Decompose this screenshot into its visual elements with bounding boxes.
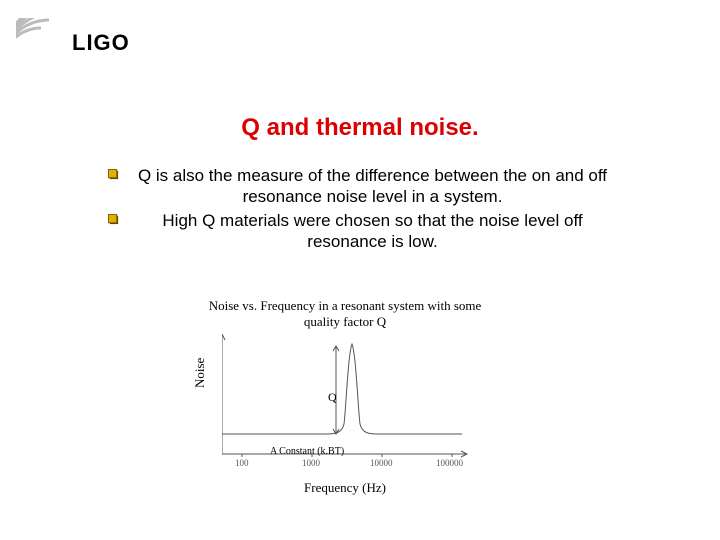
logo-arcs-icon xyxy=(16,18,76,68)
slide-title: Q and thermal noise. xyxy=(0,114,720,142)
x-tick: 100000 xyxy=(436,458,463,468)
bullet-text: Q is also the measure of the difference … xyxy=(127,165,618,208)
chart-ylabel: Noise xyxy=(192,358,208,388)
list-item: Q is also the measure of the difference … xyxy=(108,165,618,208)
logo-text: LIGO xyxy=(72,30,130,56)
x-tick: 1000 xyxy=(302,458,320,468)
bullet-list: Q is also the measure of the difference … xyxy=(108,165,618,254)
chart-xlabel: Frequency (Hz) xyxy=(200,480,490,496)
chart-plot xyxy=(222,334,482,474)
q-label: Q xyxy=(328,390,337,405)
logo: LIGO xyxy=(16,18,130,68)
bullet-icon xyxy=(108,214,119,225)
list-item: High Q materials were chosen so that the… xyxy=(108,210,618,253)
x-tick: 100 xyxy=(235,458,249,468)
chart-title: Noise vs. Frequency in a resonant system… xyxy=(200,298,490,329)
x-tick: 10000 xyxy=(370,458,393,468)
bullet-text: High Q materials were chosen so that the… xyxy=(127,210,618,253)
bullet-icon xyxy=(108,169,119,180)
a-label: A Constant (k.BT) xyxy=(270,446,344,457)
resonance-curve xyxy=(222,344,462,434)
noise-chart: Noise vs. Frequency in a resonant system… xyxy=(200,298,490,493)
